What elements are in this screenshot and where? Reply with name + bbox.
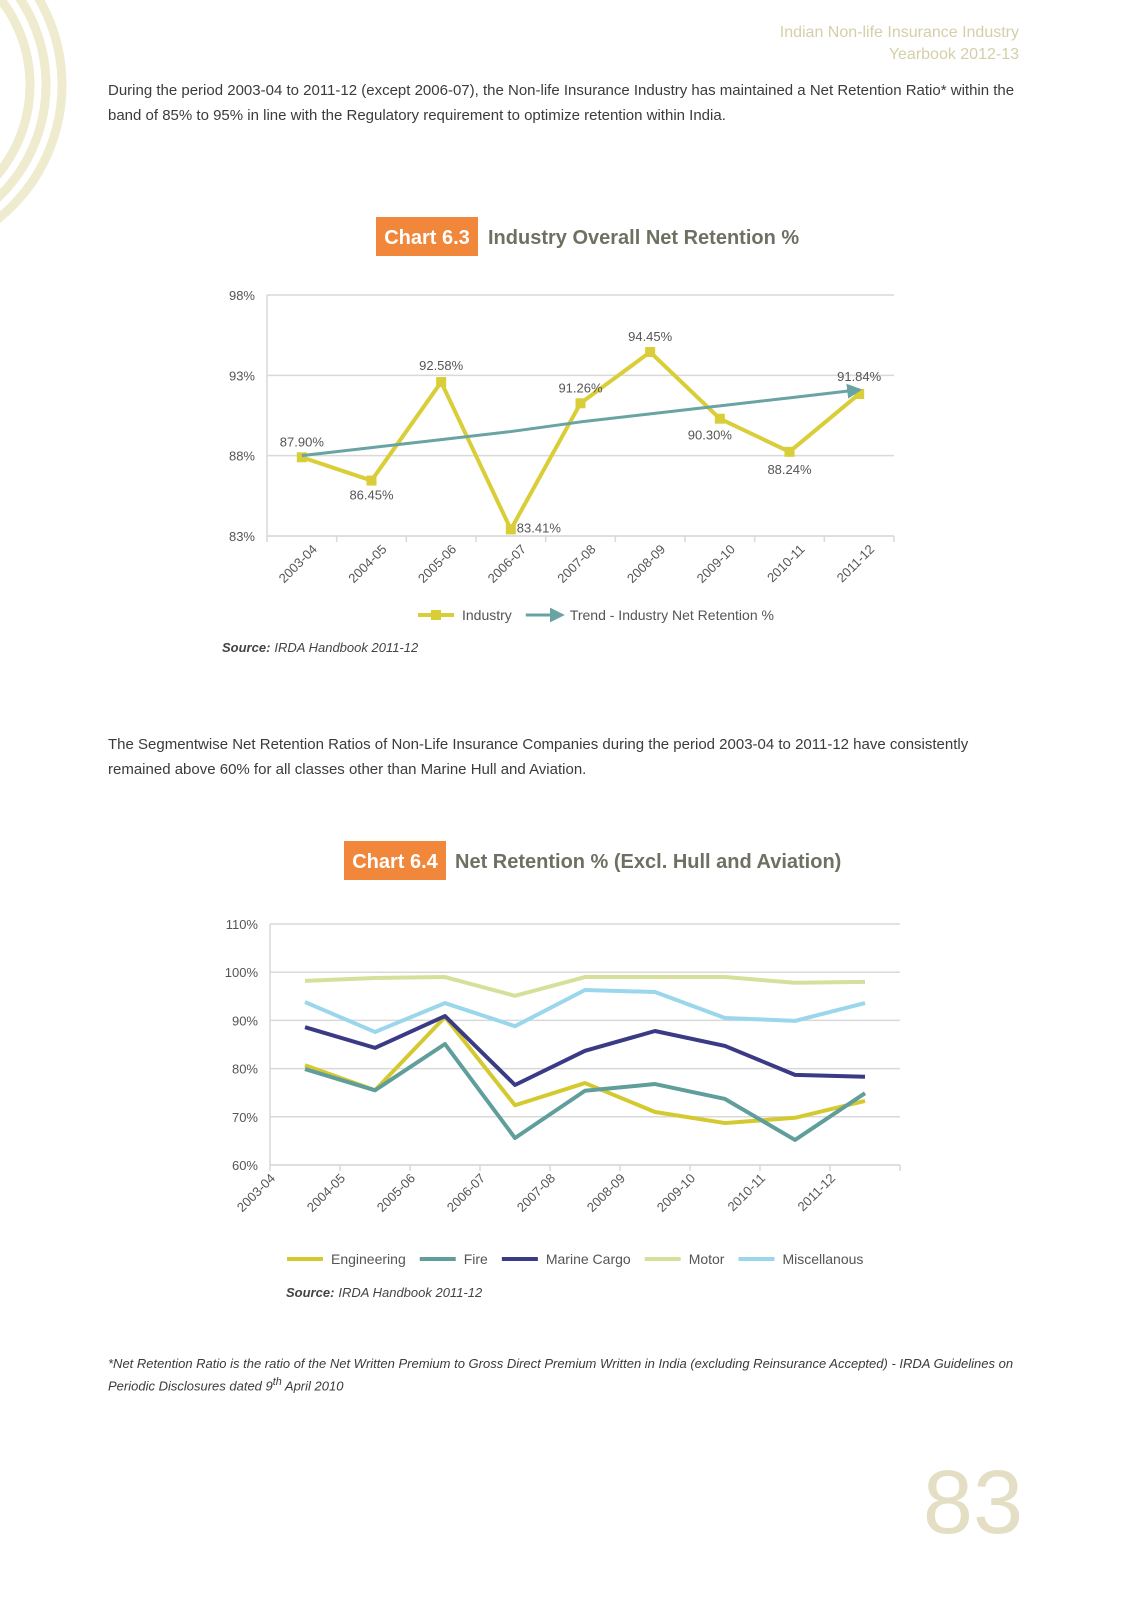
header-line: Indian Non-life Insurance Industry (779, 24, 1019, 41)
y-tick-label: 83% (229, 529, 255, 544)
source: Source: IRDA Handbook 2011-12 (286, 1285, 483, 1300)
chart-label: Chart 6.3 (384, 227, 470, 249)
series-line (304, 1015, 866, 1126)
value-label: 91.84% (837, 369, 882, 384)
x-tick-label: 2007-08 (514, 1171, 558, 1215)
y-tick-label: 98% (229, 288, 255, 303)
legend-marker (431, 610, 441, 620)
source-label: Source: (222, 640, 270, 655)
series-line (304, 1042, 867, 1142)
header-line: Yearbook 2012-13 (888, 46, 1019, 63)
x-tick-label: 2006-07 (485, 542, 529, 586)
chart-label-box (344, 841, 446, 880)
series-line (304, 988, 866, 1034)
value-label: 86.45% (349, 488, 394, 503)
series-line (301, 350, 861, 532)
series-line (301, 383, 863, 458)
y-tick-label: 60% (232, 1158, 258, 1173)
x-tick-label: 2009-10 (694, 542, 738, 586)
chart-label: Chart 6.4 (352, 851, 438, 873)
chart-title: Net Retention % (Excl. Hull and Aviation… (455, 851, 841, 873)
x-tick-label: 2005-06 (374, 1171, 418, 1215)
point-marker (714, 413, 725, 424)
point-marker (575, 398, 586, 409)
y-tick-label: 110% (226, 917, 259, 932)
x-tick-label: 2003-04 (234, 1171, 278, 1215)
y-tick-label: 80% (232, 1062, 258, 1077)
point-marker (296, 452, 307, 463)
point-marker (645, 347, 656, 358)
page-number: 83 (922, 1453, 1023, 1553)
x-tick-label: 2005-06 (415, 542, 459, 586)
source-text: IRDA Handbook 2011-12 (274, 640, 419, 655)
y-tick-label: 70% (232, 1110, 258, 1125)
x-tick-label: 2008-09 (624, 542, 668, 586)
value-label: 94.45% (628, 329, 673, 344)
x-tick-label: 2010-11 (764, 542, 808, 586)
value-label: 92.58% (419, 358, 464, 373)
x-tick-label: 2004-05 (345, 542, 389, 586)
value-label: 90.30% (688, 428, 733, 443)
point-marker (366, 475, 377, 486)
series-line (304, 975, 866, 998)
legend-label: Marine Cargo (546, 1251, 631, 1267)
legend-label: Engineering (331, 1251, 406, 1267)
point-marker (784, 446, 795, 457)
paragraph: During the period 2003-04 to 2011-12 (ex… (108, 82, 1015, 124)
legend-label: Fire (464, 1251, 488, 1267)
chart-title: Industry Overall Net Retention % (488, 227, 799, 249)
x-tick-label: 2009-10 (654, 1171, 698, 1215)
x-tick-label: 2006-07 (444, 1171, 488, 1215)
x-tick-label: 2003-04 (276, 542, 320, 586)
value-label: 83.41% (517, 520, 562, 535)
footnote-text: April 2010 (281, 1378, 344, 1394)
x-tick-label: 2004-05 (304, 1171, 348, 1215)
value-label: 91.26% (558, 380, 603, 395)
x-tick-label: 2007-08 (554, 542, 598, 586)
value-label: 87.90% (280, 434, 325, 449)
footnote: *Net Retention Ratio is the ratio of the… (108, 1354, 1018, 1395)
source: Source: IRDA Handbook 2011-12 (222, 640, 419, 655)
source-label: Source: (286, 1285, 334, 1300)
x-tick-label: 2010-11 (724, 1171, 768, 1215)
y-tick-label: 88% (229, 449, 255, 464)
footnote-sup: th (272, 1376, 282, 1388)
value-label: 88.24% (767, 462, 812, 477)
legend-label: Motor (689, 1251, 725, 1267)
point-marker (505, 524, 516, 535)
legend-label: Miscellanous (782, 1251, 863, 1267)
paragraph: The Segmentwise Net Retention Ratios of … (108, 736, 969, 778)
legend-label: Industry (462, 607, 512, 623)
footnote-text: *Net Retention Ratio is the ratio of the… (108, 1356, 1014, 1394)
y-tick-label: 93% (229, 368, 255, 383)
y-tick-label: 90% (232, 1013, 258, 1028)
decor-arcs (0, 0, 67, 223)
x-tick-label: 2008-09 (584, 1171, 628, 1215)
legend-label: Trend - Industry Net Retention % (570, 607, 774, 623)
source-text: IRDA Handbook 2011-12 (338, 1285, 483, 1300)
series-line (304, 1014, 866, 1087)
chart-label-box (376, 217, 478, 256)
x-tick-label: 2011-12 (794, 1171, 838, 1215)
x-tick-label: 2011-12 (834, 542, 878, 586)
point-marker (436, 377, 447, 388)
y-tick-label: 100% (225, 965, 259, 980)
